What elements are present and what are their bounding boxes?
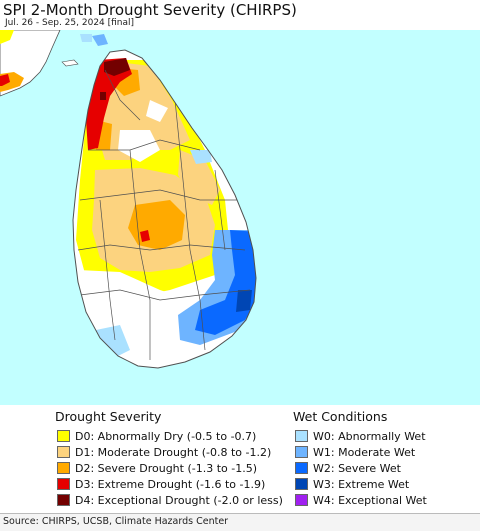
region-d3-central-spot: [140, 230, 150, 242]
legend-item-d2: D2: Severe Drought (-1.3 to -1.5): [57, 461, 257, 475]
legend-label-d0: D0: Abnormally Dry (-0.5 to -0.7): [75, 429, 257, 443]
region-d1-east: [178, 150, 220, 205]
swatch-d0: [57, 430, 70, 442]
district-boundaries: [77, 69, 251, 360]
legend-item-w0: W0: Abnormally Wet: [295, 429, 426, 443]
legend-item-d3: D3: Extreme Drought (-1.6 to -1.9): [57, 477, 265, 491]
region-d4-spot: [100, 92, 106, 100]
swatch-d1: [57, 446, 70, 458]
legend-label-d3: D3: Extreme Drought (-1.6 to -1.9): [75, 477, 266, 491]
footer: Source: CHIRPS, UCSB, Climate Hazards Ce…: [0, 513, 480, 531]
region-d2-central: [128, 200, 185, 250]
swatch-w3: [295, 478, 308, 490]
region-w3-east-coast: [236, 290, 252, 312]
legend-label-w0: W0: Abnormally Wet: [313, 429, 426, 443]
legend-item-d1: D1: Moderate Drought (-0.8 to -1.2): [57, 445, 271, 459]
region-normal-north-2: [146, 100, 168, 122]
legend-label-w1: W1: Moderate Wet: [313, 445, 416, 459]
legend-item-w4: W4: Exceptional Wet: [295, 493, 427, 507]
india-wet-w1: [92, 34, 108, 46]
sri-lanka-coastline: [72, 49, 257, 369]
map-header: SPI 2-Month Drought Severity (CHIRPS) Ju…: [0, 0, 480, 30]
legend-item-d0: D0: Abnormally Dry (-0.5 to -0.7): [57, 429, 256, 443]
india-drought-d3: [0, 74, 10, 86]
region-w0-ne: [190, 150, 212, 164]
map-date-range: Jul. 26 - Sep. 25, 2024 [final]: [5, 18, 135, 28]
region-d3-nw-coast: [86, 58, 132, 150]
swatch-w2: [295, 462, 308, 474]
swatch-d4: [57, 494, 70, 506]
source-credit: Source: CHIRPS, UCSB, Climate Hazards Ce…: [3, 516, 229, 527]
region-d4-north: [104, 58, 130, 76]
legend-label-w4: W4: Exceptional Wet: [313, 493, 427, 507]
swatch-d2: [57, 462, 70, 474]
swatch-w4: [295, 494, 308, 506]
legend-label-d2: D2: Severe Drought (-1.3 to -1.5): [75, 461, 258, 475]
swatch-w1: [295, 446, 308, 458]
map-title: SPI 2-Month Drought Severity (CHIRPS): [3, 1, 297, 19]
legend-item-d4: D4: Exceptional Drought (-2.0 or less): [57, 493, 283, 507]
legend: Drought Severity Wet Conditions D0: Abno…: [0, 405, 480, 515]
drought-map: [0, 30, 480, 410]
region-normal-north-1: [118, 130, 160, 162]
legend-heading-wet: Wet Conditions: [293, 409, 388, 424]
swatch-d3: [57, 478, 70, 490]
mannar-island: [61, 59, 79, 67]
legend-label-w3: W3: Extreme Wet: [313, 477, 410, 491]
swatch-w0: [295, 430, 308, 442]
legend-label-d1: D1: Moderate Drought (-0.8 to -1.2): [75, 445, 272, 459]
legend-item-w3: W3: Extreme Wet: [295, 477, 409, 491]
legend-item-w2: W2: Severe Wet: [295, 461, 401, 475]
india-wet-w0: [80, 34, 92, 42]
legend-label-w2: W2: Severe Wet: [313, 461, 401, 475]
legend-label-d4: D4: Exceptional Drought (-2.0 or less): [75, 493, 283, 507]
india-drought-d0: [0, 30, 14, 44]
legend-item-w1: W1: Moderate Wet: [295, 445, 415, 459]
legend-heading-drought: Drought Severity: [55, 409, 162, 424]
